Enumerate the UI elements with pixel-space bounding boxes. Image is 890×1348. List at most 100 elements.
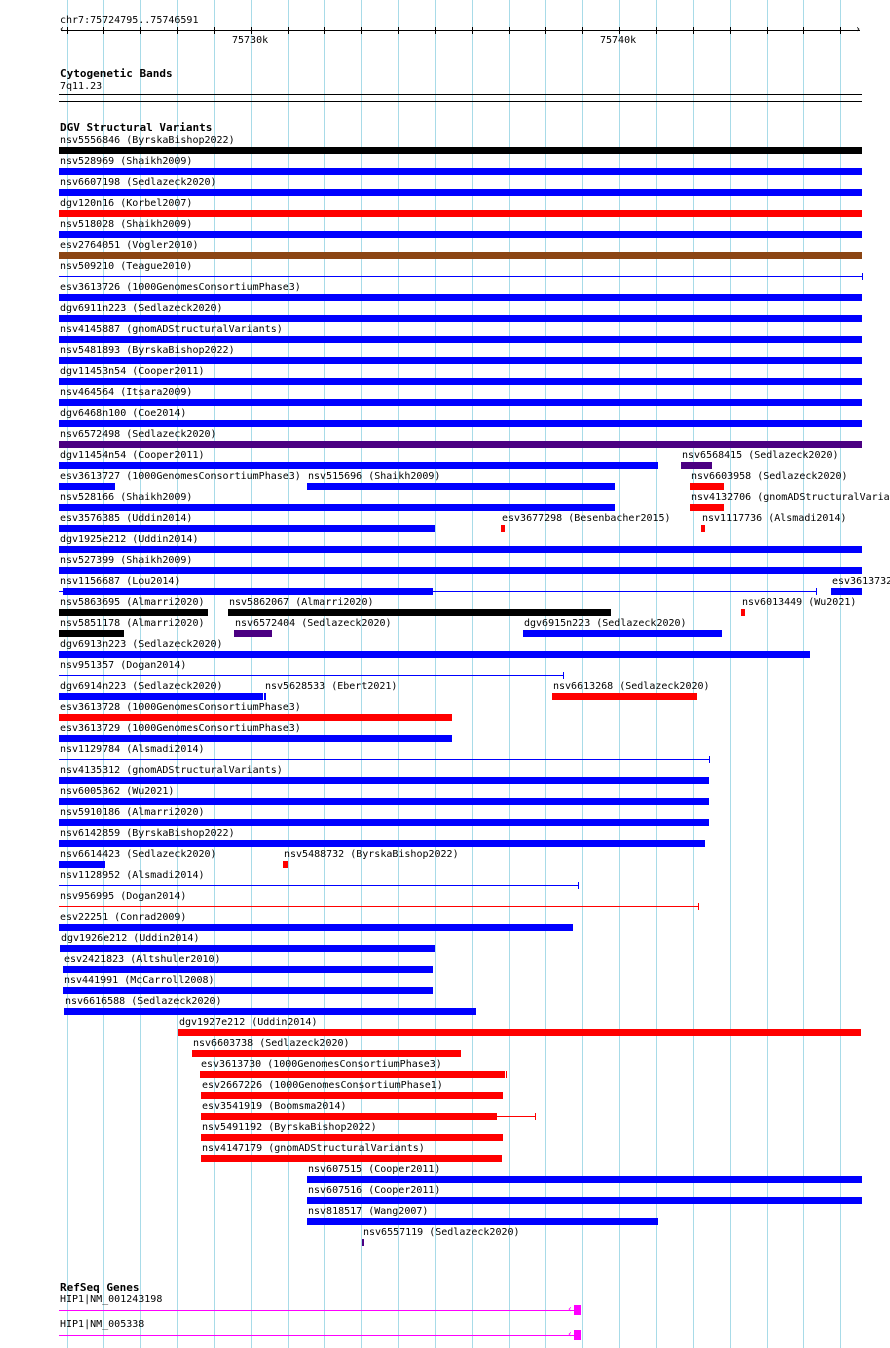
- variant-label[interactable]: esv3613729 (1000GenomesConsortiumPhase3): [60, 723, 301, 734]
- variant-label[interactable]: dgv6911n223 (Sedlazeck2020): [60, 303, 223, 314]
- variant-bar[interactable]: [59, 525, 435, 532]
- variant-bar[interactable]: [59, 819, 709, 826]
- variant-label[interactable]: nsv4132706 (gnomADStructuralVariants): [691, 492, 890, 503]
- variant-bar[interactable]: [63, 588, 433, 595]
- variant-label[interactable]: nsv6603958 (Sedlazeck2020): [691, 471, 848, 482]
- gene-label[interactable]: HIP1|NM_005338: [60, 1319, 145, 1330]
- variant-bar[interactable]: [307, 1218, 658, 1225]
- variant-label[interactable]: nsv1156687 (Lou2014): [60, 576, 181, 587]
- variant-bar[interactable]: [59, 609, 208, 616]
- variant-bar[interactable]: [307, 1197, 862, 1204]
- variant-bar[interactable]: [59, 336, 862, 343]
- variant-bar[interactable]: [59, 462, 658, 469]
- variant-bar[interactable]: [264, 693, 266, 700]
- gene-label[interactable]: HIP1|NM_001243198: [60, 1294, 163, 1305]
- variant-bar[interactable]: [59, 651, 810, 658]
- variant-label[interactable]: nsv528166 (Shaikh2009): [60, 492, 193, 503]
- variant-label[interactable]: esv3613732: [832, 576, 890, 587]
- variant-bar[interactable]: [501, 525, 505, 532]
- gene-intron-line[interactable]: [59, 1335, 574, 1336]
- variant-bar[interactable]: [200, 1071, 505, 1078]
- variant-label[interactable]: esv2667226 (1000GenomesConsortiumPhase1): [202, 1080, 443, 1091]
- variant-label[interactable]: nsv518028 (Shaikh2009): [60, 219, 193, 230]
- variant-label[interactable]: nsv6603738 (Sedlazeck2020): [193, 1038, 350, 1049]
- variant-label[interactable]: dgv120n16 (Korbel2007): [60, 198, 193, 209]
- variant-span-line[interactable]: [59, 885, 578, 886]
- variant-bar[interactable]: [690, 483, 724, 490]
- variant-bar[interactable]: [228, 609, 611, 616]
- variant-bar[interactable]: [701, 525, 705, 532]
- variant-bar[interactable]: [63, 966, 433, 973]
- variant-label[interactable]: nsv607515 (Cooper2011): [308, 1164, 441, 1175]
- variant-bar[interactable]: [59, 483, 115, 490]
- variant-bar[interactable]: [552, 693, 697, 700]
- variant-label[interactable]: esv2764051 (Vogler2010): [60, 240, 199, 251]
- variant-bar[interactable]: [201, 1092, 503, 1099]
- variant-bar[interactable]: [192, 1050, 461, 1057]
- variant-label[interactable]: nsv4135312 (gnomADStructuralVariants): [60, 765, 283, 776]
- variant-label[interactable]: dgv11453n54 (Cooper2011): [60, 366, 205, 377]
- variant-bar[interactable]: [234, 630, 272, 637]
- variant-label[interactable]: dgv1925e212 (Uddin2014): [60, 534, 199, 545]
- variant-label[interactable]: nsv5556846 (ByrskaBishop2022): [60, 135, 235, 146]
- variant-label[interactable]: nsv5628533 (Ebert2021): [265, 681, 398, 692]
- variant-bar[interactable]: [523, 630, 722, 637]
- variant-label[interactable]: nsv464564 (Itsara2009): [60, 387, 193, 398]
- variant-label[interactable]: dgv6914n223 (Sedlazeck2020): [60, 681, 223, 692]
- variant-bar[interactable]: [59, 504, 615, 511]
- variant-bar[interactable]: [59, 924, 573, 931]
- variant-bar[interactable]: [307, 483, 615, 490]
- variant-label[interactable]: nsv5851178 (Almarri2020): [60, 618, 205, 629]
- variant-label[interactable]: nsv951357 (Dogan2014): [60, 660, 187, 671]
- variant-label[interactable]: nsv6572498 (Sedlazeck2020): [60, 429, 217, 440]
- variant-label[interactable]: nsv1129784 (Alsmadi2014): [60, 744, 205, 755]
- variant-label[interactable]: nsv5481893 (ByrskaBishop2022): [60, 345, 235, 356]
- variant-label[interactable]: nsv515696 (Shaikh2009): [308, 471, 441, 482]
- variant-bar[interactable]: [59, 315, 862, 322]
- variant-label[interactable]: esv3613727 (1000GenomesConsortiumPhase3): [60, 471, 301, 482]
- variant-bar[interactable]: [60, 945, 435, 952]
- variant-bar[interactable]: [59, 546, 862, 553]
- variant-bar[interactable]: [59, 777, 709, 784]
- variant-label[interactable]: nsv527399 (Shaikh2009): [60, 555, 193, 566]
- variant-bar[interactable]: [59, 798, 709, 805]
- variant-label[interactable]: nsv6607198 (Sedlazeck2020): [60, 177, 217, 188]
- variant-bar[interactable]: [201, 1134, 503, 1141]
- variant-bar[interactable]: [59, 147, 862, 154]
- variant-bar[interactable]: [307, 1176, 862, 1183]
- variant-label[interactable]: nsv607516 (Cooper2011): [308, 1185, 441, 1196]
- variant-bar[interactable]: [690, 504, 724, 511]
- variant-label[interactable]: dgv1926e212 (Uddin2014): [61, 933, 200, 944]
- variant-bar[interactable]: [362, 1239, 364, 1246]
- variant-label[interactable]: nsv5491192 (ByrskaBishop2022): [202, 1122, 377, 1133]
- variant-bar[interactable]: [201, 1155, 502, 1162]
- variant-label[interactable]: nsv6613268 (Sedlazeck2020): [553, 681, 710, 692]
- variant-label[interactable]: esv3576385 (Uddin2014): [60, 513, 193, 524]
- variant-bar[interactable]: [59, 420, 862, 427]
- variant-label[interactable]: esv3541919 (Boomsma2014): [202, 1101, 347, 1112]
- variant-label[interactable]: esv2421823 (Altshuler2010): [64, 954, 221, 965]
- variant-label[interactable]: nsv6616588 (Sedlazeck2020): [65, 996, 222, 1007]
- variant-label[interactable]: nsv6572404 (Sedlazeck2020): [235, 618, 392, 629]
- variant-span-line[interactable]: [59, 675, 563, 676]
- variant-label[interactable]: esv22251 (Conrad2009): [60, 912, 187, 923]
- variant-bar[interactable]: [741, 609, 745, 616]
- variant-label[interactable]: nsv5862067 (Almarri2020): [229, 597, 374, 608]
- variant-bar[interactable]: [59, 840, 705, 847]
- variant-bar[interactable]: [59, 210, 862, 217]
- gene-exon[interactable]: [574, 1330, 581, 1340]
- variant-label[interactable]: nsv818517 (Wang2007): [308, 1206, 429, 1217]
- variant-bar[interactable]: [59, 630, 124, 637]
- variant-label[interactable]: nsv4147179 (gnomADStructuralVariants): [202, 1143, 425, 1154]
- variant-label[interactable]: nsv6557119 (Sedlazeck2020): [363, 1227, 520, 1238]
- variant-label[interactable]: esv3613726 (1000GenomesConsortiumPhase3): [60, 282, 301, 293]
- variant-bar[interactable]: [178, 1029, 861, 1036]
- variant-label[interactable]: nsv509210 (Teague2010): [60, 261, 193, 272]
- variant-bar[interactable]: [201, 1113, 497, 1120]
- variant-label[interactable]: nsv6568415 (Sedlazeck2020): [682, 450, 839, 461]
- variant-label[interactable]: dgv6468n100 (Coe2014): [60, 408, 187, 419]
- variant-label[interactable]: nsv441991 (McCarroll2008): [64, 975, 215, 986]
- variant-bar[interactable]: [59, 399, 862, 406]
- variant-label[interactable]: nsv6142859 (ByrskaBishop2022): [60, 828, 235, 839]
- variant-bar[interactable]: [59, 567, 862, 574]
